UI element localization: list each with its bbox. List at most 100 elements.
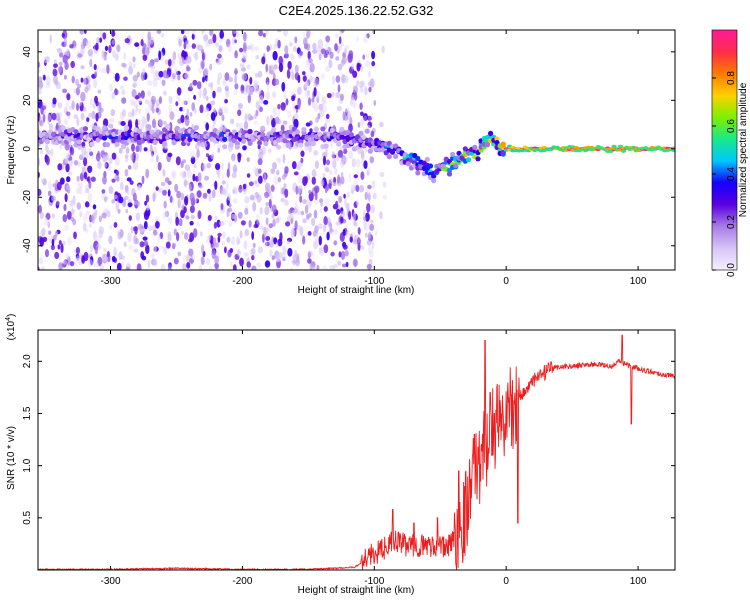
spectrogram-cell (143, 221, 148, 230)
spectrogram-cell (254, 113, 257, 119)
spectrogram-frame (37, 29, 676, 271)
spectrogram-cell (360, 81, 366, 88)
x-tick-label: 0 (503, 276, 509, 287)
spectrogram-cell (273, 176, 279, 185)
colorbar-label: Normalized spectral amplitude (738, 82, 749, 217)
spectrogram-cell (287, 109, 292, 118)
spectrogram-cell (116, 44, 121, 53)
spectrogram-cell (313, 209, 318, 219)
spectrogram-cell (290, 218, 294, 224)
spectrogram-cell (126, 190, 130, 195)
spectrogram-ridge-cell (446, 171, 453, 177)
spectrogram-cell (97, 150, 101, 159)
spectrogram-cell (313, 150, 319, 156)
spectrogram-cell (306, 90, 311, 96)
colorbar: 0.0 0.2 0.4 0.6 0.8 Normalized spectral ampl… (711, 29, 749, 277)
spectrogram-cell (243, 252, 248, 257)
spectrogram-cell (85, 40, 92, 48)
spectrogram-cell (337, 260, 342, 266)
spectrogram-cell (73, 231, 77, 240)
spectrogram-cell (276, 169, 280, 176)
spectrogram-cell (205, 95, 209, 102)
spectrogram-cell (325, 41, 329, 50)
spectrogram-cell (87, 165, 93, 173)
spectrogram-cell (371, 60, 376, 67)
spectrogram-cell (318, 53, 322, 61)
spectrogram-cell (358, 184, 365, 193)
spectrogram-cell (145, 99, 149, 105)
spectrogram-ridge-cell (200, 142, 206, 148)
spectrogram-cell (87, 49, 93, 57)
spectrogram-cell (184, 30, 190, 35)
spectrogram-cell (143, 240, 149, 247)
spectrogram-cell (118, 147, 123, 154)
spectrogram-cell (227, 43, 232, 53)
spectrogram-cell (162, 212, 166, 220)
spectrogram-cell (89, 151, 94, 157)
spectrogram-cell (382, 194, 388, 200)
spectrogram-cell (344, 107, 350, 113)
spectrogram-cell (335, 221, 341, 226)
spectrogram-cell (244, 229, 250, 237)
spectrogram-cell (87, 192, 93, 203)
spectrogram-cell (346, 191, 350, 199)
y-tick-label: 40 (22, 46, 33, 58)
spectrogram-cell (215, 42, 220, 48)
spectrogram-cell (111, 199, 116, 204)
spectrogram-cell (50, 148, 54, 157)
spectrogram-cell (272, 162, 277, 170)
spectrogram-ridge-cell (621, 149, 627, 153)
y-tick-label: -40 (22, 238, 33, 253)
spectrogram-cell (79, 186, 83, 196)
spectrogram-cell (354, 91, 358, 101)
spectrogram-cell (139, 241, 145, 248)
spectrogram-ridge-cell (222, 136, 228, 142)
spectrogram-cell (322, 155, 327, 166)
spectrogram-cell (197, 172, 202, 183)
colorbar-ticks: 0.0 0.2 0.4 0.6 0.8 (712, 71, 737, 277)
spectrogram-cell (125, 146, 129, 155)
spectrogram-cell (237, 152, 241, 163)
spectrogram-cell (111, 178, 116, 183)
spectrogram-cell (73, 160, 79, 166)
spectrogram-cell (63, 74, 67, 80)
spectrogram-cell (204, 175, 210, 181)
spectrogram-cell (48, 230, 52, 235)
spectrogram-cell (171, 58, 176, 66)
spectrogram-cell (130, 225, 134, 234)
spectrogram-cell (135, 237, 139, 245)
spectrogram-cell (69, 147, 75, 156)
spectrogram-cell (335, 92, 341, 99)
spectrogram-cell (331, 91, 335, 98)
spectrogram-cell (62, 260, 67, 265)
spectrogram-cell (293, 171, 299, 176)
spectrogram-cell (62, 214, 68, 223)
spectrogram-cell (234, 39, 237, 44)
spectrogram-cell (175, 216, 180, 226)
spectrogram-cell (75, 246, 80, 255)
spectrogram-cell (299, 50, 303, 56)
spectrogram-cell (183, 179, 188, 188)
spectrogram-ridge-cell (263, 140, 269, 147)
spectrogram-cell (191, 254, 196, 260)
spectrogram-cell (317, 39, 324, 49)
spectrogram-cell (363, 216, 367, 222)
spectrogram-cell (360, 111, 364, 117)
spectrogram-cell (206, 153, 210, 158)
spectrogram-cell (125, 266, 130, 270)
spectrogram-cell (255, 213, 261, 223)
spectrogram-cell (263, 173, 267, 183)
spectrogram-cell (352, 212, 357, 221)
spectrogram-cell (128, 215, 132, 221)
spectrogram-cell (286, 240, 290, 246)
spectrogram-cell (92, 103, 96, 110)
spectrogram-cell (357, 122, 361, 128)
spectrogram-cell (121, 97, 127, 104)
spectrogram-cell (55, 200, 60, 206)
spectrogram-cell (247, 113, 251, 119)
spectrogram-cell (200, 231, 203, 237)
spectrogram-ridge-cell (86, 136, 92, 142)
spectrogram-cell (345, 230, 351, 239)
spectrogram-cell (244, 207, 249, 215)
